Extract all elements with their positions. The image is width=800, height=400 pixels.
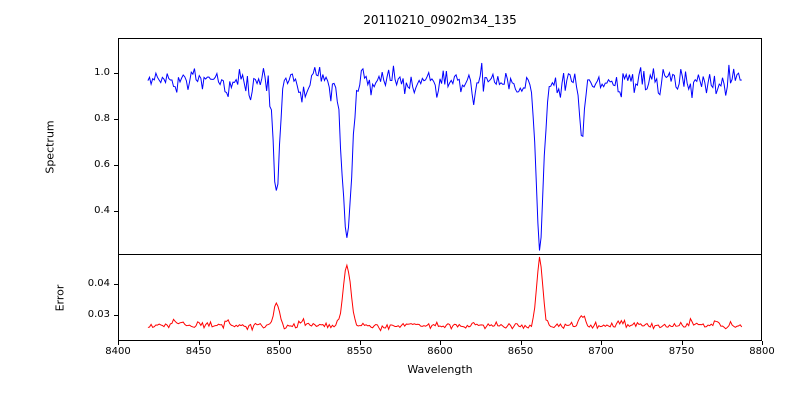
x-tick-mark [681, 341, 683, 345]
x-tick-label: 8650 [507, 346, 534, 357]
y-tick-label: 0.6 [94, 158, 110, 170]
x-tick-label: 8600 [427, 346, 453, 357]
error-plot-area [147, 256, 743, 332]
y-tick-mark [114, 284, 118, 286]
y-tick-label: 1.0 [94, 66, 110, 78]
error-y-axis-label: Error [53, 284, 67, 312]
x-tick-mark [359, 341, 361, 345]
x-tick-label: 8750 [668, 346, 695, 357]
x-tick-label: 8500 [266, 346, 292, 357]
error-panel [118, 255, 762, 341]
x-tick-label: 8450 [185, 346, 212, 357]
y-tick-mark [114, 314, 118, 316]
spectrum-plot-area [147, 62, 742, 251]
x-tick-mark [118, 341, 119, 345]
spectrum-panel [118, 38, 762, 255]
y-tick-mark [114, 118, 118, 120]
x-tick-mark [520, 341, 522, 345]
y-tick-label: 0.8 [94, 112, 110, 124]
x-tick-label: 8400 [105, 346, 131, 357]
x-tick-mark [601, 341, 602, 345]
y-tick-label: 0.03 [87, 308, 110, 320]
spectrum-y-axis-label: Spectrum [43, 120, 57, 174]
y-tick-mark [114, 72, 118, 74]
y-tick-mark [114, 211, 118, 213]
x-tick-mark [762, 341, 763, 345]
chart-title: 20110210_0902m34_135 [363, 13, 517, 27]
x-tick-label: 8800 [749, 346, 775, 357]
x-tick-label: 8700 [588, 346, 614, 357]
y-tick-label: 0.4 [94, 205, 110, 217]
x-axis-label: Wavelength [407, 363, 473, 376]
x-tick-label: 8550 [346, 346, 373, 357]
x-tick-mark [440, 341, 441, 345]
spectrum-line [147, 62, 742, 251]
y-tick-label: 0.04 [87, 278, 110, 290]
error-line [147, 256, 743, 332]
y-tick-mark [114, 164, 118, 166]
x-tick-mark [279, 341, 280, 345]
x-tick-mark [198, 341, 200, 345]
